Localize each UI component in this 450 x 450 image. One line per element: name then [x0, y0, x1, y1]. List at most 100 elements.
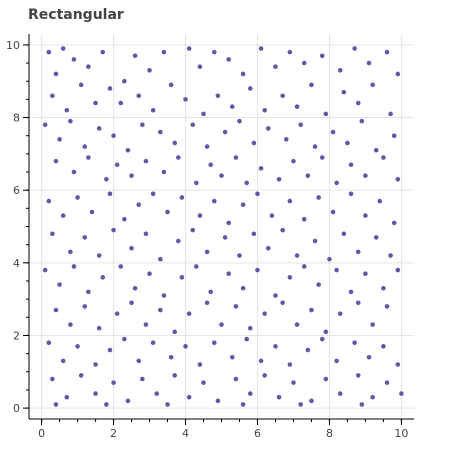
data-point: [273, 64, 278, 69]
data-point: [165, 209, 170, 215]
data-point: [100, 275, 106, 280]
data-point: [287, 362, 293, 367]
data-point: [111, 380, 116, 385]
data-point: [395, 176, 401, 182]
data-point: [229, 104, 235, 109]
data-point: [60, 46, 66, 51]
y-tick-label: 8: [13, 112, 20, 125]
data-point: [168, 354, 174, 360]
data-point: [319, 53, 325, 59]
data-point: [316, 195, 321, 200]
data-point: [150, 191, 156, 197]
data-point: [287, 275, 293, 280]
data-point: [161, 293, 167, 298]
data-point: [71, 169, 77, 175]
data-point: [273, 344, 278, 349]
data-point: [359, 118, 365, 124]
data-point: [363, 271, 368, 277]
data-point: [208, 162, 214, 168]
data-point: [186, 394, 192, 400]
x-tick-label: 6: [254, 427, 261, 440]
y-tick-label: 10: [6, 39, 20, 52]
data-point: [96, 253, 102, 258]
data-point: [150, 340, 156, 346]
data-point: [294, 104, 300, 109]
data-point: [323, 329, 329, 335]
data-point: [176, 155, 181, 160]
data-point: [247, 86, 253, 91]
y-tick-label: 6: [13, 184, 20, 197]
y-tick-label: 0: [13, 402, 20, 415]
data-point: [129, 245, 134, 251]
data-point: [53, 402, 59, 407]
data-point: [57, 137, 62, 142]
axes: 0 2 4 6 8 10 0 2 4 6 8 10: [6, 34, 414, 440]
data-point: [197, 64, 203, 69]
data-point: [86, 155, 91, 160]
data-point: [208, 289, 214, 295]
data-point: [64, 394, 70, 400]
data-point: [283, 137, 289, 142]
data-point: [46, 198, 52, 204]
data-point: [237, 253, 242, 258]
data-point: [93, 391, 98, 396]
data-point: [186, 46, 192, 51]
data-point: [140, 376, 145, 382]
data-point: [391, 220, 397, 226]
y-tick-label: 4: [13, 257, 20, 270]
data-point: [330, 209, 336, 215]
data-point: [323, 111, 329, 117]
data-point: [226, 271, 231, 277]
data-point: [42, 122, 48, 128]
data-point: [143, 322, 149, 327]
data-point: [161, 49, 167, 55]
data-point: [240, 285, 246, 291]
data-point: [395, 71, 401, 77]
x-tick-label: 2: [110, 427, 117, 440]
data-point: [319, 336, 325, 342]
data-point: [233, 304, 239, 309]
data-point: [122, 78, 127, 84]
data-point: [50, 93, 55, 99]
data-point: [50, 376, 55, 382]
data-point: [132, 285, 138, 291]
data-point: [348, 162, 354, 168]
data-point: [258, 358, 264, 364]
data-point: [96, 126, 102, 131]
data-point: [165, 402, 170, 407]
data-point: [140, 122, 145, 128]
data-point: [341, 231, 347, 237]
data-point: [82, 304, 88, 309]
data-point: [280, 93, 285, 99]
data-point: [114, 311, 120, 316]
data-point: [399, 391, 404, 396]
data-point: [226, 220, 231, 226]
data-point: [384, 380, 390, 385]
data-point: [244, 180, 249, 186]
data-point: [186, 311, 192, 316]
data-point: [237, 118, 242, 124]
data-point: [111, 133, 116, 138]
data-point: [312, 238, 318, 244]
data-point: [251, 140, 257, 146]
data-point: [204, 300, 210, 306]
data-point: [215, 398, 221, 404]
data-point: [258, 46, 264, 51]
data-point: [388, 111, 393, 117]
data-point: [337, 391, 343, 396]
data-point: [226, 57, 231, 62]
data-point: [233, 155, 239, 160]
data-point: [93, 100, 98, 106]
data-point: [129, 173, 134, 178]
data-point: [384, 304, 390, 309]
data-point: [86, 64, 91, 69]
data-point: [143, 158, 149, 164]
data-point: [179, 275, 185, 280]
data-point: [179, 195, 185, 200]
data-point: [219, 173, 224, 178]
data-point: [262, 107, 267, 113]
data-point: [190, 122, 196, 128]
data-point: [312, 144, 318, 149]
data-point: [255, 191, 260, 197]
data-point: [68, 249, 73, 255]
